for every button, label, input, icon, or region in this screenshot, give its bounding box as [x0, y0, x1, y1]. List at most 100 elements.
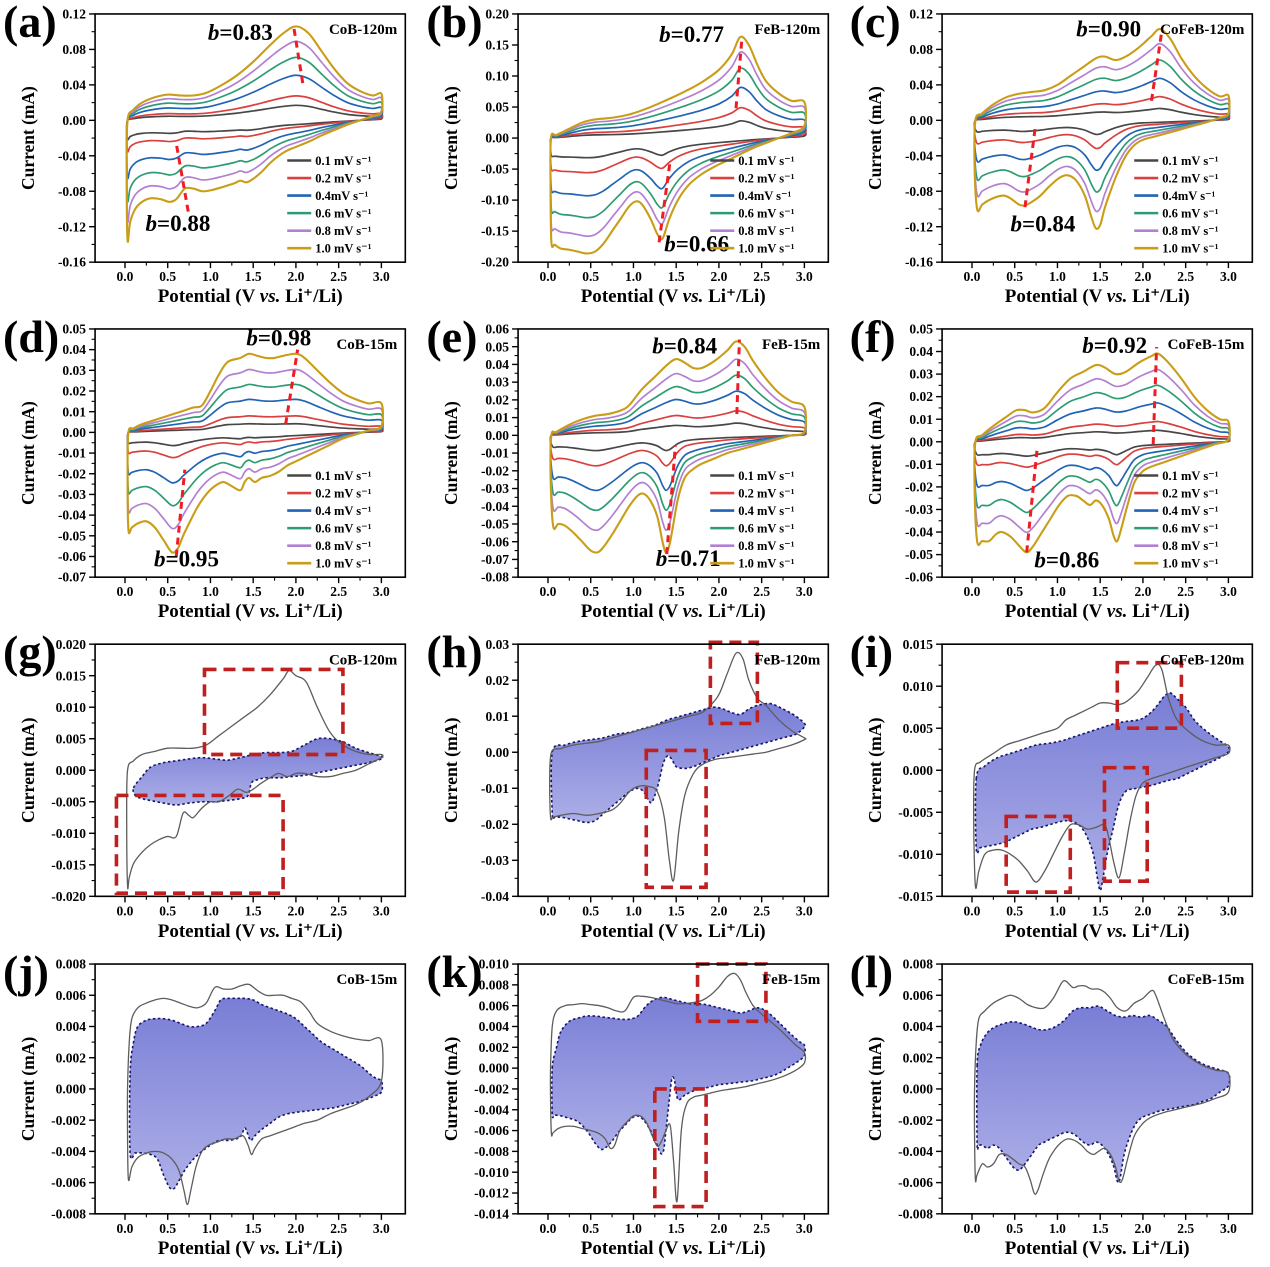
svg-text:0.008: 0.008	[479, 977, 510, 992]
svg-text:2.5: 2.5	[330, 269, 347, 284]
svg-text:0.8 mV s⁻¹: 0.8 mV s⁻¹	[1162, 224, 1219, 238]
cv-plot-a: 0.0 0.5 1.0 1.5 2.0 2.5 3.0 0.12 0.08 0.04 0.00 -0.…	[18, 7, 407, 307]
svg-text:0.010: 0.010	[56, 700, 87, 715]
svg-text:-0.02: -0.02	[905, 480, 933, 495]
svg-text:1.0: 1.0	[202, 269, 219, 284]
svg-text:1.5: 1.5	[668, 1221, 685, 1236]
svg-text:-0.04: -0.04	[58, 508, 86, 523]
svg-text:0.008: 0.008	[56, 957, 87, 972]
svg-text:2.5: 2.5	[1177, 1221, 1194, 1236]
svg-text:-0.002: -0.002	[475, 1082, 510, 1097]
svg-text:Current (mA): Current (mA)	[441, 1037, 461, 1142]
svg-text:-0.05: -0.05	[481, 517, 509, 532]
svg-text:0.0: 0.0	[117, 903, 134, 918]
svg-text:2.5: 2.5	[754, 903, 771, 918]
svg-text:2.0: 2.0	[287, 903, 304, 918]
svg-text:-0.005: -0.005	[898, 805, 933, 820]
svg-text:0.5: 0.5	[159, 1221, 176, 1236]
svg-text:0.00: 0.00	[486, 428, 510, 443]
svg-text:0.2 mV s⁻¹: 0.2 mV s⁻¹	[739, 487, 796, 501]
svg-text:-0.06: -0.06	[58, 549, 86, 564]
svg-text:CoFeB-120m: CoFeB-120m	[1160, 652, 1245, 668]
svg-text:b=0.84: b=0.84	[1010, 212, 1075, 237]
svg-text:0.0: 0.0	[540, 269, 557, 284]
svg-text:1.0: 1.0	[202, 1221, 219, 1236]
panel-letter-a: (a)	[3, 0, 57, 47]
svg-text:3.0: 3.0	[1220, 903, 1237, 918]
cv-plot-c: 0.0 0.5 1.0 1.5 2.0 2.5 3.0 0.12 0.08 0.04 0.00 -0.…	[865, 7, 1253, 307]
svg-text:0.04: 0.04	[909, 77, 933, 92]
svg-text:0.00: 0.00	[62, 113, 86, 128]
svg-text:2.0: 2.0	[711, 1221, 728, 1236]
svg-text:0.020: 0.020	[56, 637, 87, 652]
svg-text:0.8 mV s⁻¹: 0.8 mV s⁻¹	[739, 539, 796, 553]
svg-text:1.5: 1.5	[1091, 269, 1108, 284]
svg-text:0.5: 0.5	[1006, 584, 1023, 599]
svg-text:0.5: 0.5	[1006, 903, 1023, 918]
svg-text:-0.07: -0.07	[481, 552, 509, 567]
svg-text:Potential (V vs. Li⁺/Li): Potential (V vs. Li⁺/Li)	[1004, 921, 1189, 942]
svg-text:1.0: 1.0	[202, 584, 219, 599]
svg-text:3.0: 3.0	[1220, 584, 1237, 599]
svg-text:-0.006: -0.006	[51, 1175, 86, 1190]
svg-text:0.12: 0.12	[62, 7, 86, 22]
svg-text:Potential (V vs. Li⁺/Li): Potential (V vs. Li⁺/Li)	[581, 601, 766, 622]
svg-text:0.04: 0.04	[62, 342, 86, 357]
svg-text:-0.01: -0.01	[905, 457, 933, 472]
svg-text:Current (mA): Current (mA)	[865, 1037, 885, 1142]
svg-text:0.000: 0.000	[902, 763, 933, 778]
svg-text:0.8 mV s⁻¹: 0.8 mV s⁻¹	[315, 224, 372, 238]
svg-text:0.5: 0.5	[583, 269, 600, 284]
svg-text:0.1 mV s⁻¹: 0.1 mV s⁻¹	[1162, 154, 1219, 168]
svg-text:0.0: 0.0	[963, 1221, 980, 1236]
panel-letter-f: (f)	[849, 315, 896, 362]
svg-text:1.0: 1.0	[1049, 269, 1066, 284]
svg-text:-0.002: -0.002	[898, 1113, 933, 1128]
svg-text:-0.16: -0.16	[905, 255, 933, 270]
svg-text:-0.02: -0.02	[481, 817, 509, 832]
svg-text:Current (mA): Current (mA)	[441, 401, 461, 505]
svg-text:1.0: 1.0	[1049, 584, 1066, 599]
svg-text:-0.08: -0.08	[905, 184, 933, 199]
svg-text:0.004: 0.004	[479, 1019, 510, 1034]
svg-text:1.0: 1.0	[625, 269, 642, 284]
svg-text:0.05: 0.05	[62, 322, 86, 337]
svg-text:0.010: 0.010	[479, 957, 510, 972]
svg-text:0.5: 0.5	[159, 269, 176, 284]
svg-text:0.10: 0.10	[486, 69, 510, 84]
svg-text:0.006: 0.006	[56, 988, 87, 1003]
svg-text:0.03: 0.03	[486, 375, 510, 390]
panel-b: (b) 0.0 0.5 1.0 1.5 2.0 2.5 3.0 0.20 0.15 0.10 0.0…	[423, 0, 847, 315]
svg-text:0.0: 0.0	[963, 269, 980, 284]
panel-i: (i) 0.0 0.5 1.0 1.5 2.0 2.5 3.0 0.015 0.010 0.005…	[846, 630, 1270, 950]
svg-text:-0.03: -0.03	[481, 853, 509, 868]
svg-text:-0.04: -0.04	[58, 148, 86, 163]
svg-text:0.6 mV s⁻¹: 0.6 mV s⁻¹	[739, 522, 796, 536]
svg-text:-0.006: -0.006	[475, 1123, 510, 1138]
svg-text:0.6 mV s⁻¹: 0.6 mV s⁻¹	[315, 207, 372, 221]
panel-letter-e: (e)	[426, 315, 478, 362]
svg-text:2.5: 2.5	[330, 1221, 347, 1236]
svg-text:CoB-120m: CoB-120m	[329, 652, 398, 668]
svg-text:3.0: 3.0	[796, 584, 813, 599]
panel-letter-j: (j)	[3, 950, 49, 997]
cv-plot-k: 0.0 0.5 1.0 1.5 2.0 2.5 3.0 0.010 0.008 0.006 0.00…	[441, 957, 830, 1259]
svg-text:-0.008: -0.008	[51, 1206, 86, 1221]
svg-text:0.05: 0.05	[909, 322, 933, 337]
svg-text:0.2 mV s⁻¹: 0.2 mV s⁻¹	[1162, 172, 1219, 186]
svg-text:2.0: 2.0	[711, 269, 728, 284]
svg-text:0.20: 0.20	[486, 7, 510, 22]
svg-text:0.000: 0.000	[56, 1082, 87, 1097]
panel-a: (a) 0.0 0.5 1.0 1.5 2.0 2.5 3.0 0.12 0.08 0.04 0.0…	[0, 0, 424, 315]
svg-text:b=0.92: b=0.92	[1082, 333, 1147, 358]
panel-f: (f) 0.0 0.5 1.0 1.5 2.0 2.5 3.0 0.05 0.04 0.03 0.0…	[846, 315, 1270, 630]
svg-text:Current (mA): Current (mA)	[441, 86, 461, 190]
svg-text:2.5: 2.5	[330, 903, 347, 918]
svg-text:-0.004: -0.004	[475, 1102, 510, 1117]
svg-text:FeB-120m: FeB-120m	[755, 22, 821, 38]
svg-text:0.00: 0.00	[909, 113, 933, 128]
svg-text:FeB-15m: FeB-15m	[762, 337, 821, 353]
panel-letter-h: (h)	[426, 630, 483, 677]
svg-text:b=0.86: b=0.86	[1034, 548, 1099, 573]
